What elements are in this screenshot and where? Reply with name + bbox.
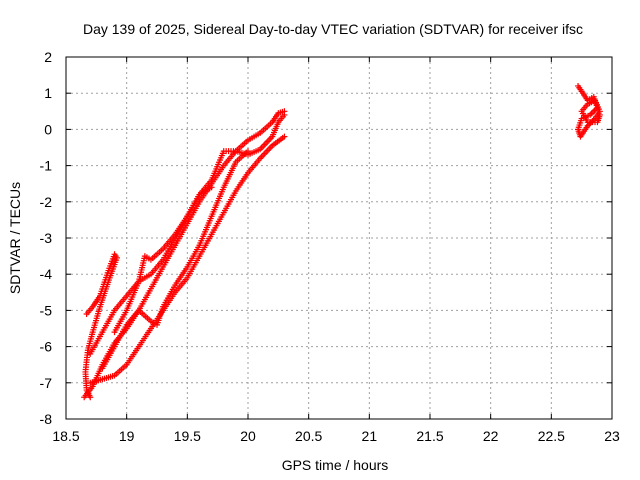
y-tick-label: -4 xyxy=(40,266,53,282)
chart-title: Day 139 of 2025, Sidereal Day-to-day VTE… xyxy=(83,21,583,37)
x-tick-label: 18.5 xyxy=(52,428,79,444)
data-point-marker xyxy=(281,111,288,118)
x-tick-label: 22 xyxy=(483,428,499,444)
x-tick-label: 20 xyxy=(240,428,256,444)
y-tick-label: -7 xyxy=(40,375,53,391)
series-track-6 xyxy=(111,184,215,336)
series-track-5 xyxy=(99,148,251,372)
chart-grid xyxy=(66,57,612,419)
axis-ticks: 18.5 19 19.5 20 20.5 21 21.5 22 22.5 23-8-7-6-5-4… xyxy=(40,49,620,444)
data-point-marker xyxy=(596,111,603,118)
x-tick-label: 21.5 xyxy=(416,428,443,444)
y-tick-label: -1 xyxy=(40,158,53,174)
x-tick-label: 20.5 xyxy=(295,428,322,444)
series-track-1 xyxy=(82,251,120,401)
y-tick-label: -2 xyxy=(40,194,53,210)
x-tick-label: 22.5 xyxy=(538,428,565,444)
data-point-marker xyxy=(87,394,94,401)
data-point-marker xyxy=(245,148,251,155)
y-tick-label: 2 xyxy=(44,49,52,65)
x-tick-label: 23 xyxy=(604,428,620,444)
data-point-marker xyxy=(590,109,597,116)
plot-frame xyxy=(65,56,613,420)
series-track-7 xyxy=(575,82,603,140)
y-axis-label: SDTVAR / TECUs xyxy=(7,182,23,294)
y-tick-label: 0 xyxy=(44,121,52,137)
y-tick-label: -6 xyxy=(40,339,53,355)
data-point-marker xyxy=(208,184,215,191)
y-tick-label: 1 xyxy=(44,85,52,101)
y-tick-label: -5 xyxy=(40,302,53,318)
y-tick-label: -8 xyxy=(40,411,53,427)
x-tick-label: 19.5 xyxy=(174,428,201,444)
x-tick-label: 19 xyxy=(119,428,135,444)
y-tick-label: -3 xyxy=(40,230,53,246)
data-points xyxy=(81,82,603,401)
x-axis-label: GPS time / hours xyxy=(282,457,389,473)
x-tick-label: 21 xyxy=(362,428,378,444)
data-point-marker xyxy=(281,133,288,140)
